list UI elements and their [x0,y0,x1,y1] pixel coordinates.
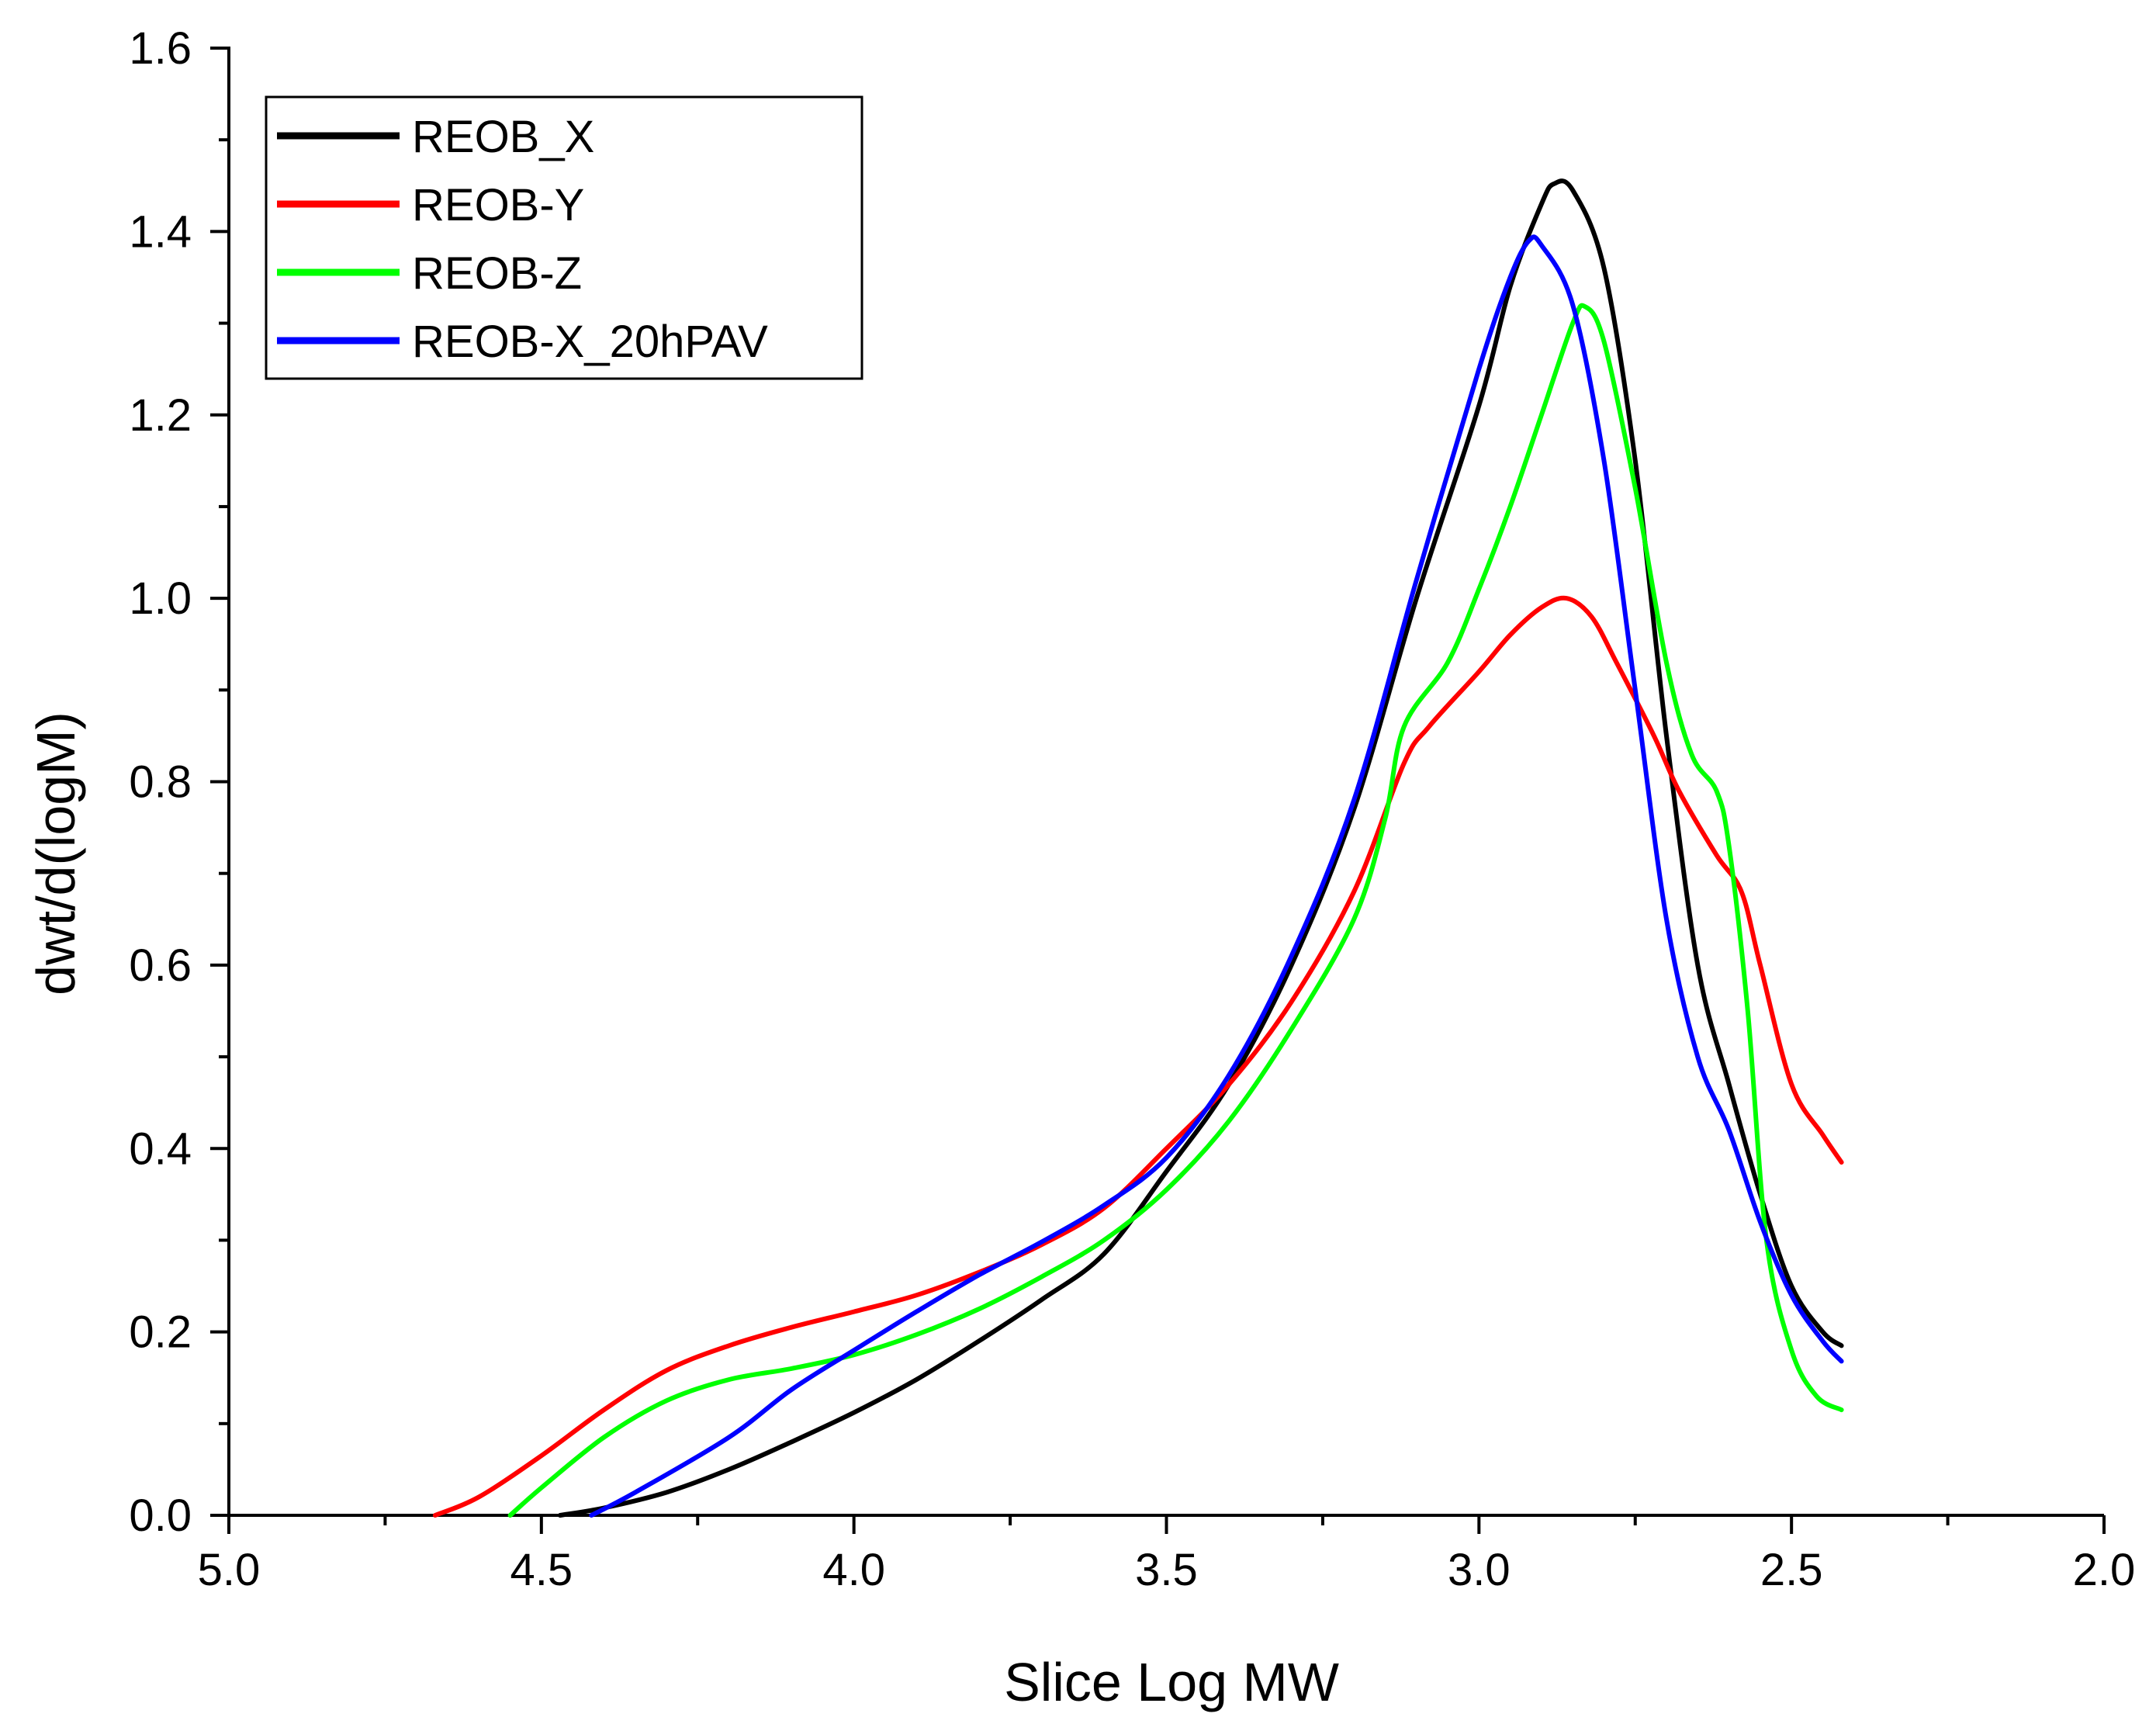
series-line-reob-y [432,595,1844,1518]
legend-label-reob-y: REOB-Y [412,180,584,230]
y-tick-label: 1.6 [129,23,192,74]
legend-label-reob-z: REOB-Z [412,248,582,299]
y-axis-title: dwt/d(logM) [26,711,86,995]
y-tick-label: 0.8 [129,757,192,808]
legend-label-reob-x-20hpav: REOB-X_20hPAV [412,317,768,367]
y-tick-label: 0.2 [129,1307,192,1358]
y-tick-label: 1.0 [129,573,192,624]
x-tick-label: 5.0 [198,1545,261,1595]
y-tick-label: 0.4 [129,1123,192,1174]
x-tick-label: 2.5 [1760,1545,1823,1595]
x-tick-label: 4.5 [510,1545,573,1595]
legend: REOB_X REOB-Y REOB-Z REOB-X_20hPAV [265,95,863,380]
x-tick-label: 3.0 [1448,1545,1511,1595]
y-tick-label: 1.2 [129,390,192,441]
x-axis-title: Slice Log MW [1004,1652,1339,1712]
series-line-reob-x [558,178,1844,1518]
legend-box [265,95,863,380]
x-tick-label: 2.0 [2073,1545,2136,1595]
series-layer [432,178,1844,1518]
series-line-reob-z [507,303,1844,1518]
series-line-reob-x-20hpav [589,234,1844,1518]
y-tick-label: 0.6 [129,940,192,991]
y-tick-label: 0.0 [129,1490,192,1541]
y-tick-label: 1.4 [129,206,192,257]
legend-label-reob-x: REOB_X [412,112,594,162]
x-tick-label: 4.0 [822,1545,885,1595]
axes-layer: 5.0 4.5 4.0 3.5 3.0 2.5 2.0 0.0 0.2 0.4 0.6 0.8 1.0 1… [129,23,2135,1595]
x-tick-label: 3.5 [1135,1545,1198,1595]
